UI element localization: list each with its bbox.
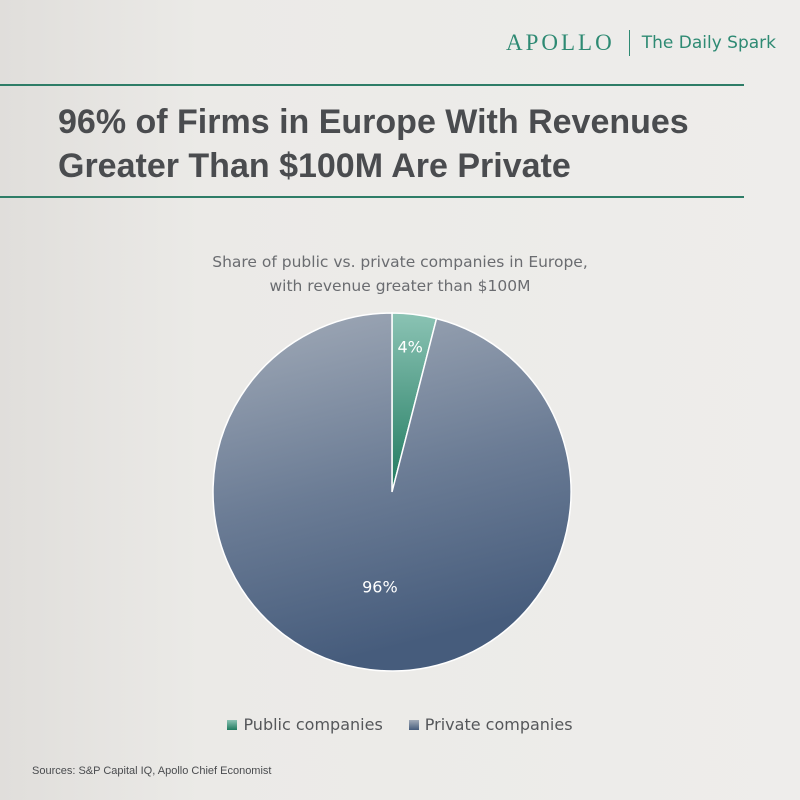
brand-header: APOLLO The Daily Spark [506, 30, 776, 56]
brand-logo: APOLLO [505, 30, 615, 55]
chart-title-line-1: Share of public vs. private companies in… [212, 253, 588, 271]
chart-legend: Public companies Private companies [0, 715, 800, 734]
headline-line-2: Greater Than $100M Are Private [58, 147, 571, 185]
legend-label-public: Public companies [243, 715, 383, 734]
headline: 96% of Firms in Europe With Revenues Gre… [58, 100, 758, 188]
pie-slice-private-companies [212, 312, 572, 672]
source-note: Sources: S&P Capital IQ, Apollo Chief Ec… [32, 765, 272, 777]
pie-label-public-companies: 4% [397, 338, 422, 357]
legend-item-private: Private companies [408, 715, 573, 734]
legend-label-private: Private companies [424, 715, 573, 734]
legend-swatch-public [227, 719, 238, 730]
brand-divider [628, 30, 630, 56]
headline-line-1: 96% of Firms in Europe With Revenues [58, 103, 689, 141]
top-rule [0, 84, 744, 86]
chart-title: Share of public vs. private companies in… [0, 250, 800, 298]
legend-swatch-private [408, 719, 419, 730]
legend-item-public: Public companies [227, 715, 383, 734]
brand-product: The Daily Spark [641, 33, 776, 53]
pie-label-private-companies: 96% [362, 577, 398, 596]
chart-title-line-2: with revenue greater than $100M [269, 277, 531, 295]
bottom-rule [0, 196, 744, 198]
